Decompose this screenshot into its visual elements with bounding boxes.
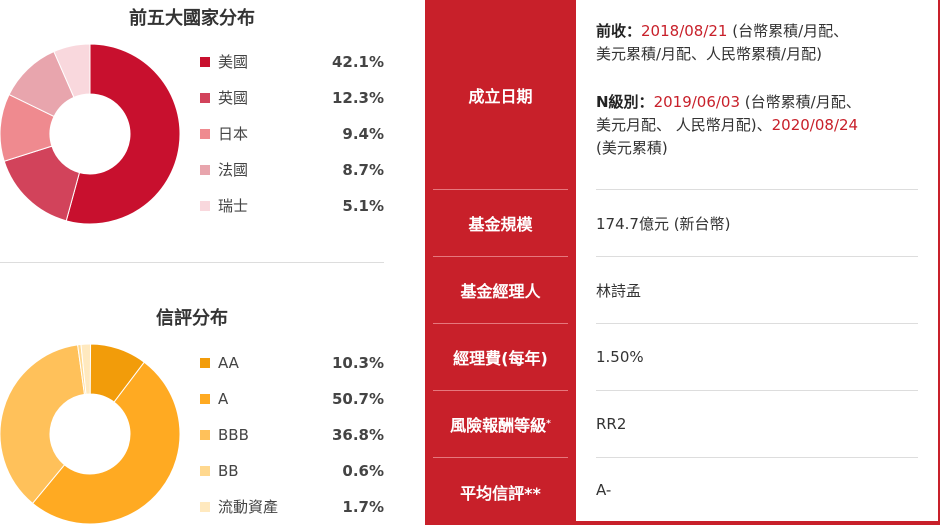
front-load-dates: 前收：2018/08/21 (台幣累積/月配、 美元累積/月配、人民幣累積/月配… bbox=[596, 20, 916, 66]
country-chart-title: 前五大國家分布 bbox=[129, 8, 255, 29]
donut-slice-1 bbox=[65, 44, 180, 224]
country-donut-chart bbox=[0, 44, 180, 224]
legend-swatch bbox=[200, 129, 210, 139]
legend-item-aa: AA 10.3% bbox=[200, 345, 384, 381]
legend-percent: 42.1% bbox=[331, 53, 384, 71]
rating-legend: AA 10.3% A 50.7% BBB 36.8% BB 0.6% 流動資產 1.7% bbox=[200, 345, 384, 525]
legend-swatch bbox=[200, 165, 210, 175]
launch-date-details: 前收：2018/08/21 (台幣累積/月配、 美元累積/月配、人民幣累積/月配… bbox=[596, 20, 916, 160]
legend-percent: 12.3% bbox=[331, 89, 384, 107]
legend-percent: 36.8% bbox=[331, 426, 384, 444]
legend-percent: 50.7% bbox=[331, 390, 384, 408]
legend-item-uk: 英國 12.3% bbox=[200, 80, 384, 116]
legend-item-us: 美國 42.1% bbox=[200, 44, 384, 80]
front-load-note: 美元累積/月配、人民幣累積/月配) bbox=[596, 45, 822, 63]
legend-item-france: 法國 8.7% bbox=[200, 152, 384, 188]
header-divider bbox=[433, 323, 568, 324]
legend-item-bb: BB 0.6% bbox=[200, 453, 384, 489]
legend-swatch bbox=[200, 93, 210, 103]
legend-label: 英國 bbox=[218, 89, 249, 107]
country-legend: 美國 42.1% 英國 12.3% 日本 9.4% 法國 8.7% 瑞士 5.1% bbox=[200, 44, 384, 224]
donut-slice-2 bbox=[31, 361, 180, 524]
front-load-label: 前收： bbox=[596, 22, 642, 40]
header-fund-manager: 基金經理人 bbox=[460, 282, 541, 301]
donut-slice-5 bbox=[80, 344, 92, 395]
table-value-column: 前收：2018/08/21 (台幣累積/月配、 美元累積/月配、人民幣累積/月配… bbox=[576, 0, 940, 523]
header-divider bbox=[433, 189, 568, 190]
legend-label: 美國 bbox=[218, 53, 249, 71]
legend-percent: 8.7% bbox=[342, 161, 384, 179]
legend-swatch bbox=[200, 502, 210, 512]
legend-swatch bbox=[200, 430, 210, 440]
header-divider bbox=[433, 256, 568, 257]
legend-item-japan: 日本 9.4% bbox=[200, 116, 384, 152]
legend-label: AA bbox=[218, 354, 239, 372]
value-management-fee: 1.50% bbox=[596, 348, 644, 366]
legend-item-liquid-assets: 流動資產 1.7% bbox=[200, 489, 384, 525]
legend-swatch bbox=[200, 466, 210, 476]
header-divider bbox=[433, 390, 568, 391]
n-class-note: (美元累積) bbox=[596, 139, 668, 157]
n-class-date: 2019/06/03 bbox=[653, 93, 741, 111]
legend-swatch bbox=[200, 57, 210, 67]
donut-slice-5 bbox=[53, 44, 91, 99]
value-risk-level: RR2 bbox=[596, 415, 627, 433]
legend-swatch bbox=[200, 201, 210, 211]
legend-label: BB bbox=[218, 462, 239, 480]
n-class-date: 2020/08/24 bbox=[771, 116, 859, 134]
header-divider bbox=[433, 457, 568, 458]
legend-percent: 5.1% bbox=[342, 197, 384, 215]
legend-label: A bbox=[218, 390, 229, 408]
value-fund-size: 174.7億元 (新台幣) bbox=[596, 214, 731, 233]
row-divider bbox=[596, 390, 918, 391]
legend-label: 流動資產 bbox=[218, 498, 279, 516]
legend-percent: 0.6% bbox=[342, 462, 384, 480]
n-class-label: N級別： bbox=[596, 93, 654, 111]
fund-info-table: 成立日期 基金規模 基金經理人 經理費(每年) 風險報酬等級 * 平均信評** 前… bbox=[425, 0, 940, 525]
legend-label: BBB bbox=[218, 426, 249, 444]
section-divider bbox=[0, 262, 384, 263]
header-risk-level: 風險報酬等級 * bbox=[433, 391, 568, 457]
legend-label: 法國 bbox=[218, 161, 249, 179]
footnote-marker: * bbox=[546, 419, 551, 429]
header-average-rating: 平均信評** bbox=[460, 483, 541, 503]
allocation-panel: 前五大國家分布 美國 42.1% 英國 12.3% 日本 9.4% 法國 8.7% 瑞士… bbox=[0, 0, 390, 525]
legend-item-bbb: BBB 36.8% bbox=[200, 417, 384, 453]
legend-label: 日本 bbox=[218, 125, 249, 143]
front-load-date: 2018/08/21 bbox=[641, 22, 728, 40]
n-class-dates: N級別：2019/06/03 (台幣累積/月配、 美元月配、 人民幣月配)、20… bbox=[596, 91, 916, 160]
risk-level-label: 風險報酬等級 bbox=[450, 416, 547, 435]
table-header-column: 成立日期 基金規模 基金經理人 經理費(每年) 風險報酬等級 * 平均信評** bbox=[425, 0, 576, 525]
legend-item-a: A 50.7% bbox=[200, 381, 384, 417]
header-launch-date: 成立日期 bbox=[468, 86, 533, 106]
rating-chart-title: 信評分布 bbox=[156, 308, 228, 329]
row-divider bbox=[596, 256, 918, 257]
row-divider bbox=[596, 189, 918, 190]
header-fund-size: 基金規模 bbox=[468, 215, 533, 234]
front-load-note: (台幣累積/月配、 bbox=[727, 22, 849, 40]
row-divider bbox=[596, 323, 918, 324]
donut-slice-3 bbox=[0, 344, 86, 505]
header-management-fee: 經理費(每年) bbox=[453, 349, 548, 368]
legend-item-switzerland: 瑞士 5.1% bbox=[200, 188, 384, 224]
n-class-note: (台幣累積/月配、 bbox=[740, 93, 861, 111]
legend-percent: 1.7% bbox=[342, 498, 384, 516]
value-average-rating: A- bbox=[596, 481, 612, 499]
value-fund-manager: 林詩孟 bbox=[596, 281, 642, 300]
row-divider bbox=[596, 457, 918, 458]
legend-label: 瑞士 bbox=[218, 197, 249, 215]
legend-percent: 10.3% bbox=[331, 354, 384, 372]
n-class-note: 美元月配、 人民幣月配)、 bbox=[596, 116, 772, 134]
legend-percent: 9.4% bbox=[342, 125, 384, 143]
legend-swatch bbox=[200, 394, 210, 404]
rating-donut-chart bbox=[0, 344, 180, 524]
legend-swatch bbox=[200, 358, 210, 368]
